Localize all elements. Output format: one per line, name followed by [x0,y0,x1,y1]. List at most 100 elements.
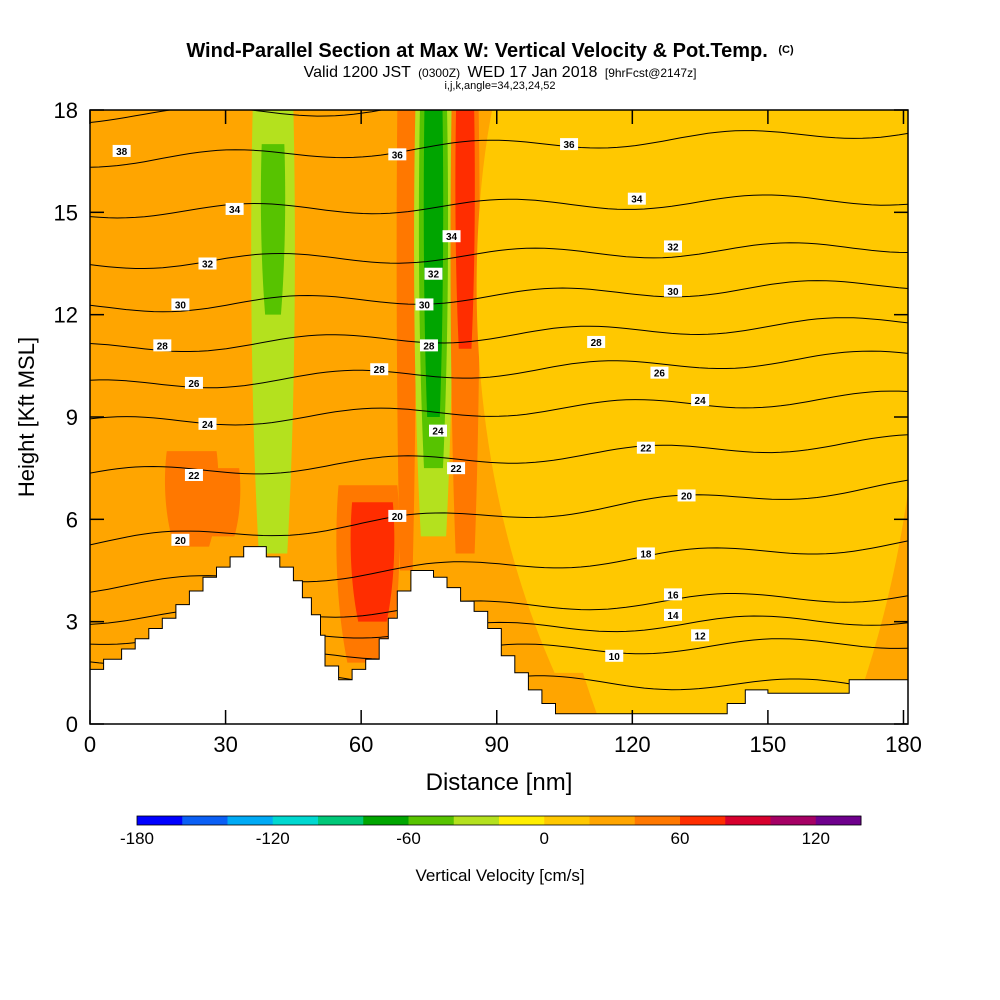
contour-label-15: 24 [428,424,447,438]
contour-label-3: 30 [171,298,190,311]
x-tick-label: 0 [84,732,96,757]
x-tick-label: 30 [213,732,237,757]
theta-contour-30 [90,280,908,313]
contour-label-text: 34 [631,195,643,206]
contour-label-5: 26 [184,376,203,390]
contour-label-24: 24 [691,393,710,407]
x-axis-ticks: 0 30 60 90 120 150 180 [84,110,922,757]
plot-area: 38 34 32 30 28 26 24 22 20 36 34 32 30 28 28 24 22 20 36 34… [90,110,908,724]
contour-label-1: 34 [225,202,244,216]
colorbar-swatch-5 [363,816,409,825]
colorbar-tick-label: -180 [120,829,154,848]
x-tick-label: 60 [349,732,373,757]
contour-label-text: 24 [695,396,707,407]
theta-contour-22 [90,434,908,475]
contour-label-text: 24 [202,420,214,431]
contour-label-text: 20 [392,512,404,523]
contour-label-text: 32 [202,260,214,271]
valid-prefix: Valid 1200 JST [304,64,412,81]
velocity-bands [164,110,908,714]
y-tick-label: 3 [66,610,78,635]
contour-label-20: 32 [663,240,682,253]
contour-label-text: 28 [423,341,435,352]
velocity-band-1 [206,468,241,537]
contour-label-text: 24 [432,427,444,438]
velocity-band-6 [350,502,395,622]
contour-label-text: 36 [392,150,404,161]
velocity-band-10 [423,110,444,417]
contour-label-27: 18 [636,547,655,560]
contour-label-text: 22 [451,464,463,475]
x-axis-label: Distance [nm] [426,769,573,796]
contour-label-text: 20 [681,491,693,502]
velocity-band-12 [455,110,475,349]
colorbar-swatch-14 [770,816,817,825]
theta-contour-28 [90,317,908,352]
theta-contour-36 [90,130,908,168]
contour-label-text: 34 [446,232,458,243]
contour-label-19: 34 [627,192,646,206]
theta-contour-26 [90,350,908,389]
velocity-band-4 [260,144,286,315]
contour-labels: 38 34 32 30 28 26 24 22 20 36 34 32 30 28 28 24 22 20 36 34… [112,138,710,663]
chart-indices: i,j,k,angle=34,23,24,52 [444,80,555,92]
contour-label-text: 26 [654,369,666,380]
contour-label-text: 22 [188,471,200,482]
colorbar-frame [136,815,862,826]
x-tick-label: 90 [484,732,508,757]
y-axis-label: Height [Kft MSL] [14,337,39,497]
contour-label-29: 14 [663,608,682,622]
contour-label-text: 28 [374,365,386,376]
contour-label-14: 28 [370,363,389,376]
forecast-label: [9hrFcst@2147z] [605,66,697,80]
theta-contour-20 [90,479,908,546]
x-tick-label: 180 [885,732,922,757]
y-axis-ticks: 0 36 9 12 15 18 [54,98,908,737]
y-tick-label: 15 [54,200,78,225]
x-tick-label: 150 [750,732,787,757]
colorbar-swatch-8 [499,816,545,825]
contour-label-text: 28 [157,341,169,352]
contour-label-10: 34 [442,230,461,243]
colorbar-swatch-0 [137,816,183,825]
contour-label-text: 18 [640,549,652,560]
colorbar-tick-label: 120 [802,829,830,848]
velocity-band-0 [164,451,219,547]
contour-label-text: 10 [609,652,621,663]
colorbar-swatch-12 [680,816,726,825]
colorbar-swatch-15 [815,816,862,825]
colorbar-swatch-11 [634,816,681,825]
contour-label-text: 34 [229,205,241,216]
contour-label-25: 22 [636,441,655,455]
chart-title: Wind-Parallel Section at Max W: Vertical… [186,40,794,62]
contour-label-30: 12 [691,629,710,642]
contour-label-text: 26 [188,379,200,390]
contour-label-text: 30 [667,287,679,298]
colorbar-swatch-9 [544,816,590,825]
contour-label-6: 24 [198,417,217,431]
y-tick-label: 9 [66,405,78,430]
contour-label-18: 36 [560,138,579,151]
contour-label-0: 38 [112,144,131,158]
x-tick-label: 120 [614,732,651,757]
colorbar-tick-label: 60 [671,829,690,848]
contour-label-text: 30 [175,300,187,311]
y-tick-label: 0 [66,712,78,737]
theta-contour-32 [90,242,908,269]
contour-label-11: 32 [424,267,443,281]
contour-label-text: 36 [563,140,575,151]
contour-label-text: 12 [695,631,707,642]
contour-label-9: 36 [388,148,407,161]
theta-contour-24 [90,390,908,426]
colorbar-swatch-7 [453,816,500,825]
contour-label-13: 28 [419,339,438,352]
colorbar-swatch-1 [182,816,228,825]
chart-title-text: Wind-Parallel Section at Max W: Vertical… [186,40,767,62]
contour-label-4: 28 [153,339,172,352]
contour-label-12: 30 [415,298,434,311]
contour-label-8: 20 [171,533,190,547]
contour-label-21: 30 [663,284,682,298]
contour-label-31: 10 [605,649,624,663]
contour-label-text: 30 [419,300,431,311]
